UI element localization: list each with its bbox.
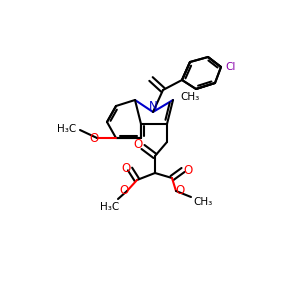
Text: H₃C: H₃C [100,202,120,212]
Text: Cl: Cl [226,62,236,72]
Text: O: O [183,164,193,176]
Text: CH₃: CH₃ [180,92,200,102]
Text: O: O [119,184,129,197]
Text: O: O [176,184,184,197]
Text: N: N [148,100,158,112]
Text: O: O [89,131,99,145]
Text: H₃C: H₃C [57,124,76,134]
Text: CH₃: CH₃ [194,197,213,207]
Text: O: O [134,139,142,152]
Text: O: O [122,163,130,176]
